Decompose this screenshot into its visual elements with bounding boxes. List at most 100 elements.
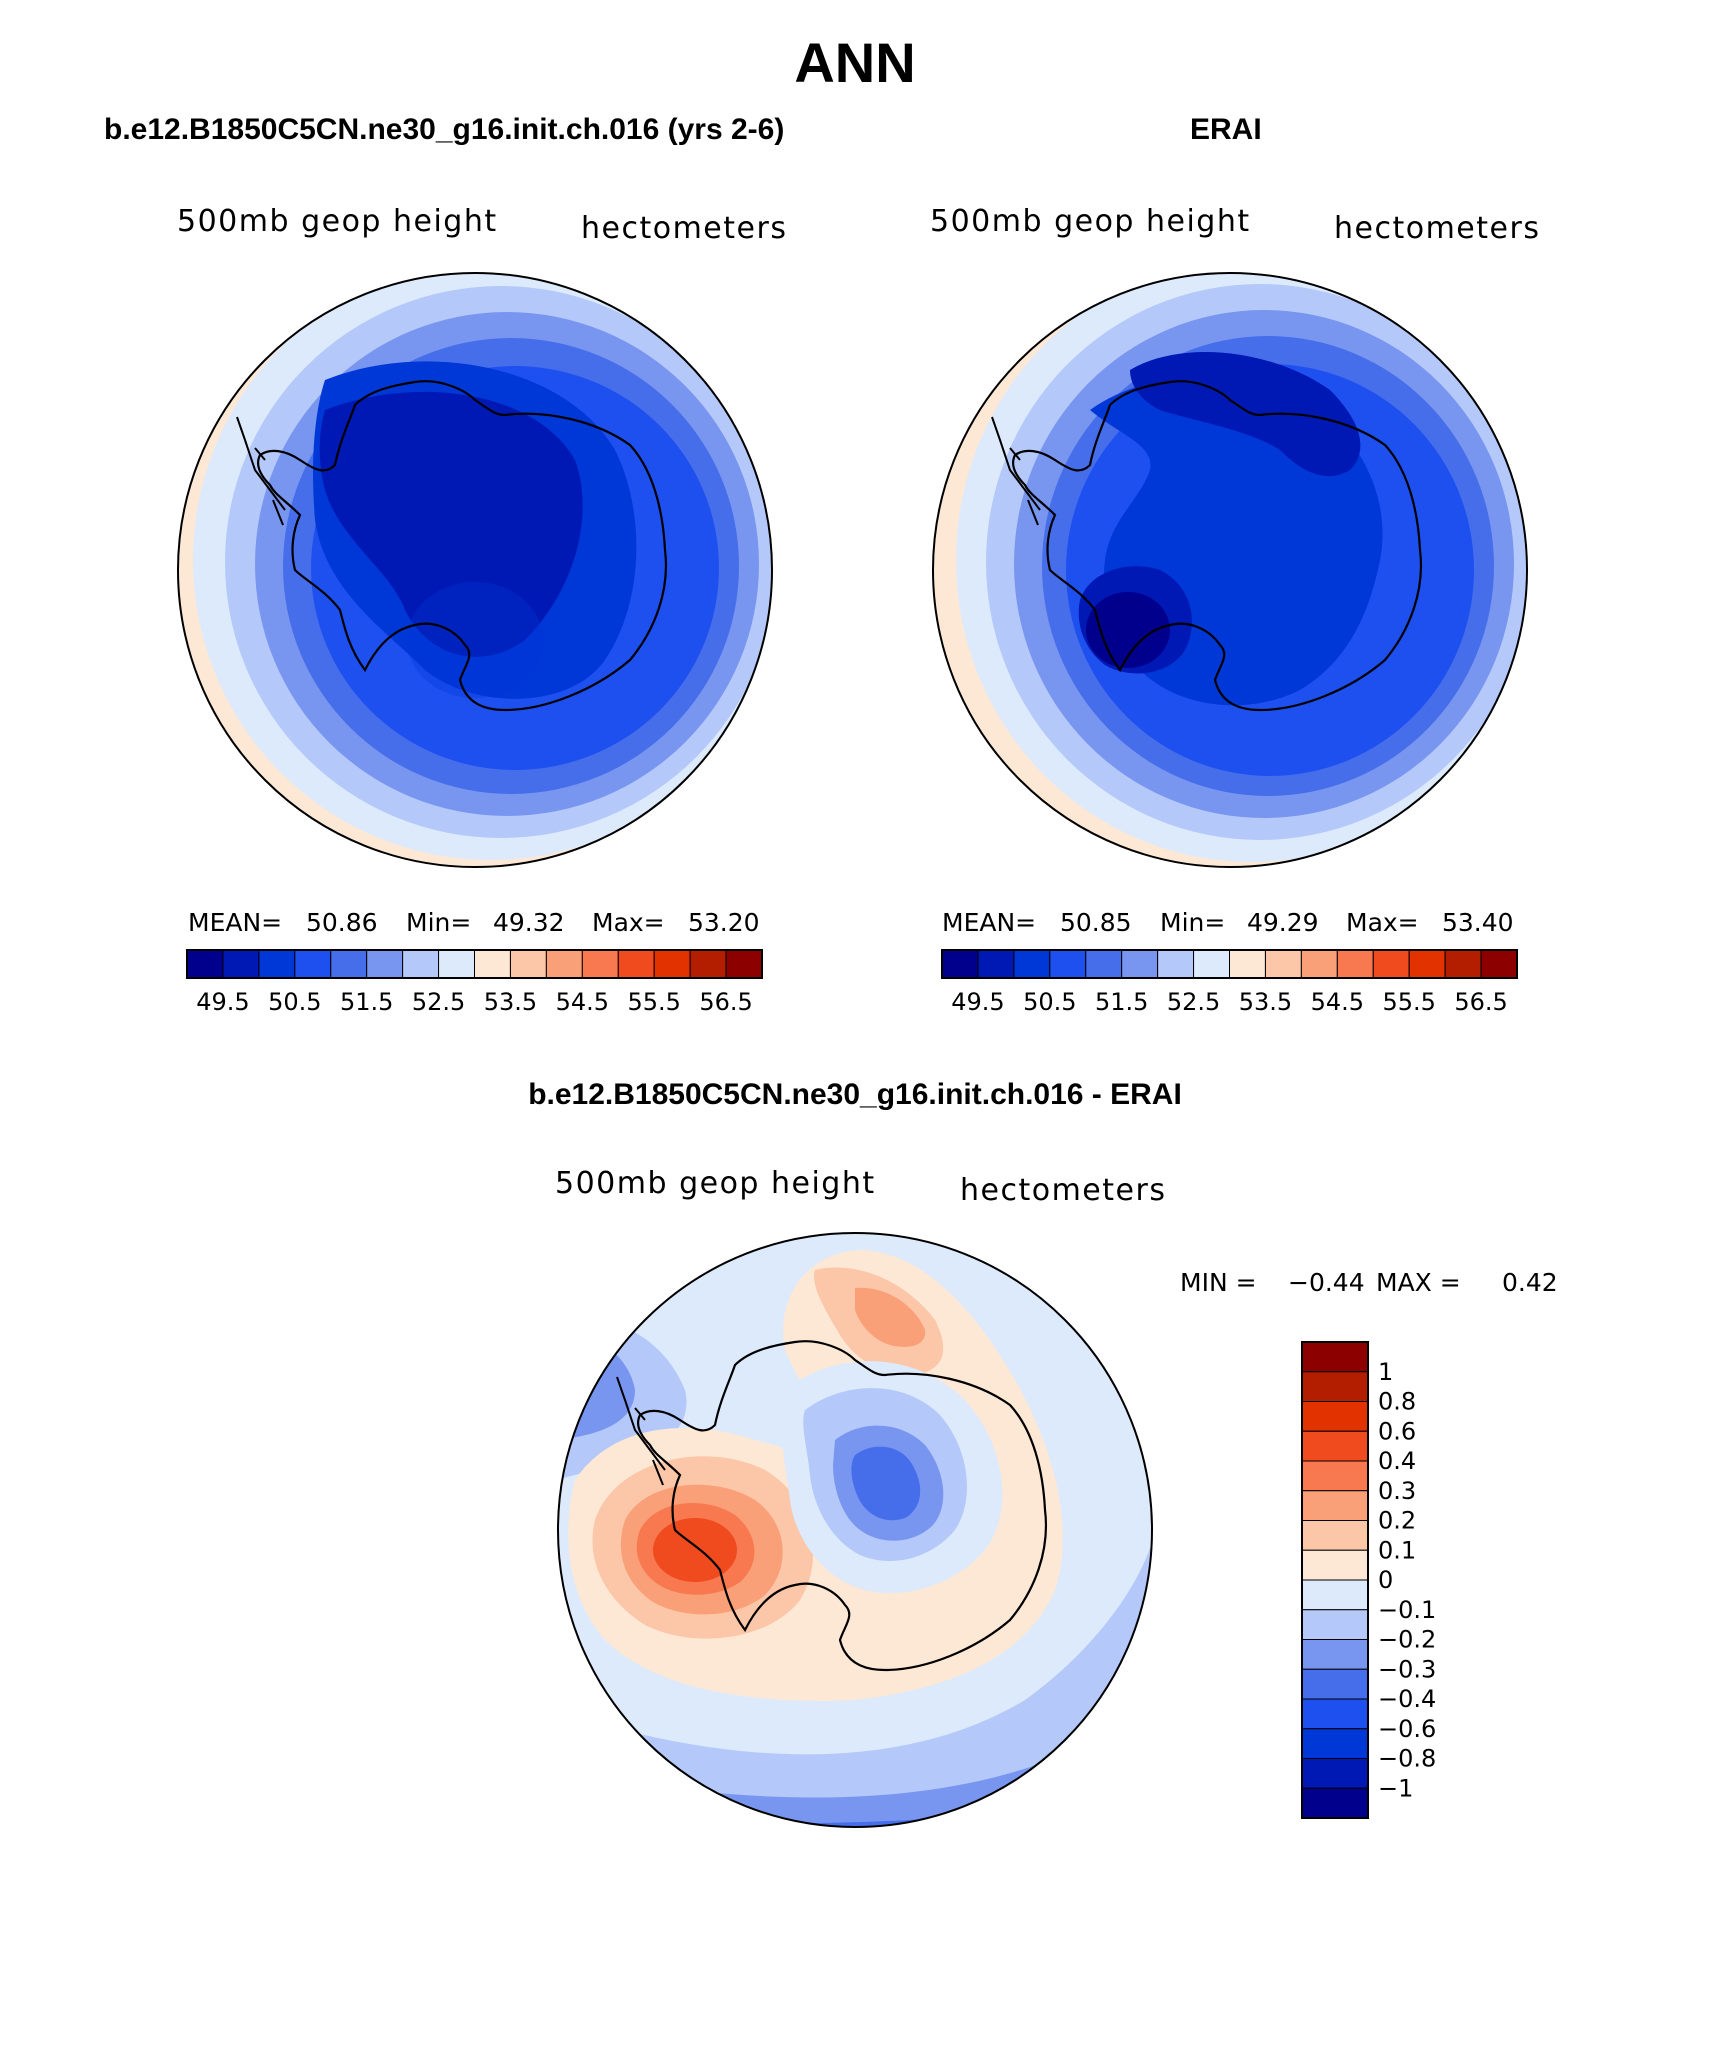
diff-min-label: MIN = (1180, 1268, 1257, 1297)
obs-mean-label: MEAN= (942, 908, 1037, 937)
obs-stats: MEAN= 50.85 Min= 49.29 Max= 53.40 (942, 908, 1522, 938)
obs-colorbar-frame (941, 949, 1518, 979)
obs-colorbar-cell (977, 949, 1015, 979)
obs-colorbar-cell (1085, 949, 1123, 979)
diff-colorbar-cell (1301, 1430, 1369, 1462)
diff-colorbar-cell (1301, 1549, 1369, 1581)
diff-colorbar-tick-label: −0.8 (1378, 1745, 1436, 1773)
model-colorbar-cell (402, 949, 440, 979)
model-units-label: hectometers (581, 211, 788, 246)
model-mean-label: MEAN= (188, 908, 283, 937)
obs-colorbar-cell (1444, 949, 1482, 979)
obs-colorbar-tick-label: 54.5 (1311, 988, 1364, 1016)
diff-colorbar-tick-label: 0.3 (1378, 1477, 1416, 1505)
model-map-band-49.5 (319, 391, 583, 657)
obs-colorbar-cell (941, 949, 979, 979)
obs-map-ridge-49.5 (1130, 351, 1361, 477)
model-colorbar-cell (617, 949, 655, 979)
obs-colorbar-cell (1049, 949, 1087, 979)
diff-colorbar-tick-label: 0.1 (1378, 1536, 1416, 1564)
diff-colorbar-tick-label: −0.3 (1378, 1655, 1436, 1683)
obs-colorbar-cell (1300, 949, 1338, 979)
model-colorbar-tick-label: 56.5 (699, 988, 752, 1016)
diff-map-pos-north-0.2 (855, 1287, 926, 1347)
diff-colorbar-cell (1301, 1341, 1369, 1373)
obs-colorbar-cell (1229, 949, 1266, 979)
model-colorbar-tick-label: 50.5 (268, 988, 321, 1016)
obs-colorbar-cell (1372, 949, 1410, 979)
diff-colorbar-cell (1301, 1371, 1369, 1402)
obs-units-label: hectometers (1334, 211, 1541, 246)
obs-colorbar-cell (1013, 949, 1051, 979)
diff-colorbar-tick-label: 0.8 (1378, 1388, 1416, 1416)
diff-colorbar-tick-label: −1 (1378, 1774, 1413, 1802)
obs-colorbar-tick-label: 53.5 (1239, 988, 1292, 1016)
obs-colorbar-cell (1193, 949, 1230, 979)
diff-colorbar-tick-label: −0.6 (1378, 1715, 1436, 1743)
diff-colorbar-cell (1301, 1579, 1369, 1611)
model-colorbar-tick-label: 55.5 (627, 988, 680, 1016)
obs-colorbar-cell (1408, 949, 1446, 979)
obs-panel-title: ERAI (1190, 113, 1262, 146)
model-colorbar-tick-label: 54.5 (556, 988, 609, 1016)
diff-colorbar-cell (1301, 1668, 1369, 1700)
model-colorbar-tick-label: 52.5 (412, 988, 465, 1016)
diff-colorbar-tick-label: 0.2 (1378, 1507, 1416, 1535)
model-colorbar-cell (366, 949, 404, 979)
model-mean-value: 50.86 (306, 908, 378, 937)
obs-colorbar-tick-label: 49.5 (951, 988, 1004, 1016)
diff-max-value: 0.42 (1502, 1268, 1558, 1297)
diff-colorbar-tick-label: −0.2 (1378, 1626, 1436, 1654)
model-colorbar-tick-label: 53.5 (484, 988, 537, 1016)
diff-map-border (557, 1232, 1153, 1828)
model-antarctica-coastline (256, 380, 667, 712)
main-title: ANN (794, 31, 916, 94)
model-map-low-center (407, 582, 543, 698)
model-colorbar-cell (581, 949, 619, 979)
model-colorbar-cell (222, 949, 260, 979)
diff-units-label: hectometers (960, 1173, 1167, 1208)
obs-colorbar-tick-label: 56.5 (1454, 988, 1507, 1016)
diff-colorbar-tick-label: −0.1 (1378, 1596, 1436, 1624)
obs-colorbar-tick-label: 51.5 (1095, 988, 1148, 1016)
model-colorbar-cell (545, 949, 583, 979)
obs-field-label: 500mb geop height (930, 204, 1251, 239)
model-colorbar-cell (509, 949, 547, 979)
model-max-value: 53.20 (688, 908, 760, 937)
diff-antarctica-coastline (636, 1340, 1047, 1672)
model-max-label: Max= (592, 908, 665, 937)
diff-colorbar-cell (1301, 1490, 1369, 1521)
diff-colorbar-tick-label: −0.4 (1378, 1685, 1436, 1713)
obs-colorbar: 49.5 50.5 51.5 52.5 53.5 54.5 55.5 56.5 (941, 949, 1518, 1016)
obs-colorbar-cell (1121, 949, 1159, 979)
model-stats: MEAN= 50.86 Min= 49.32 Max= 53.20 (188, 908, 768, 938)
diff-map-neg-south (558, 1530, 1152, 1827)
obs-colorbar-cell (1264, 949, 1302, 979)
model-min-value: 49.32 (493, 908, 565, 937)
model-colorbar-cell (438, 949, 475, 979)
model-colorbar-frame (186, 949, 763, 979)
diff-colorbar-cell (1301, 1401, 1369, 1432)
obs-min-label: Min= (1160, 908, 1226, 937)
diff-colorbar-tick-label: 0.4 (1378, 1447, 1416, 1475)
obs-colorbar-tick-label: 52.5 (1167, 988, 1220, 1016)
obs-antarctica-coastline (1011, 380, 1422, 712)
diff-field-label: 500mb geop height (555, 1166, 876, 1201)
diff-map (557, 1232, 1153, 1828)
model-colorbar-cell (294, 949, 332, 979)
model-map-border (177, 272, 773, 868)
model-colorbar-cell (330, 949, 368, 979)
model-colorbar-cell (258, 949, 296, 979)
model-field-label: 500mb geop height (177, 204, 498, 239)
model-min-label: Min= (406, 908, 472, 937)
model-colorbar-cell (474, 949, 511, 979)
diff-colorbar-cell (1301, 1728, 1369, 1759)
diff-colorbar-frame (1301, 1341, 1369, 1819)
model-peninsula-coastline (236, 416, 286, 526)
diff-peninsula-coastline (616, 1376, 666, 1486)
model-colorbar: 49.5 50.5 51.5 52.5 53.5 54.5 55.5 56.5 (186, 949, 763, 1016)
diff-colorbar-cell (1301, 1758, 1369, 1789)
model-panel-title: b.e12.B1850C5CN.ne30_g16.init.ch.016 (yr… (104, 113, 785, 146)
diff-colorbar-tick-label: 0 (1378, 1566, 1393, 1594)
diff-colorbar-cell (1301, 1639, 1369, 1670)
